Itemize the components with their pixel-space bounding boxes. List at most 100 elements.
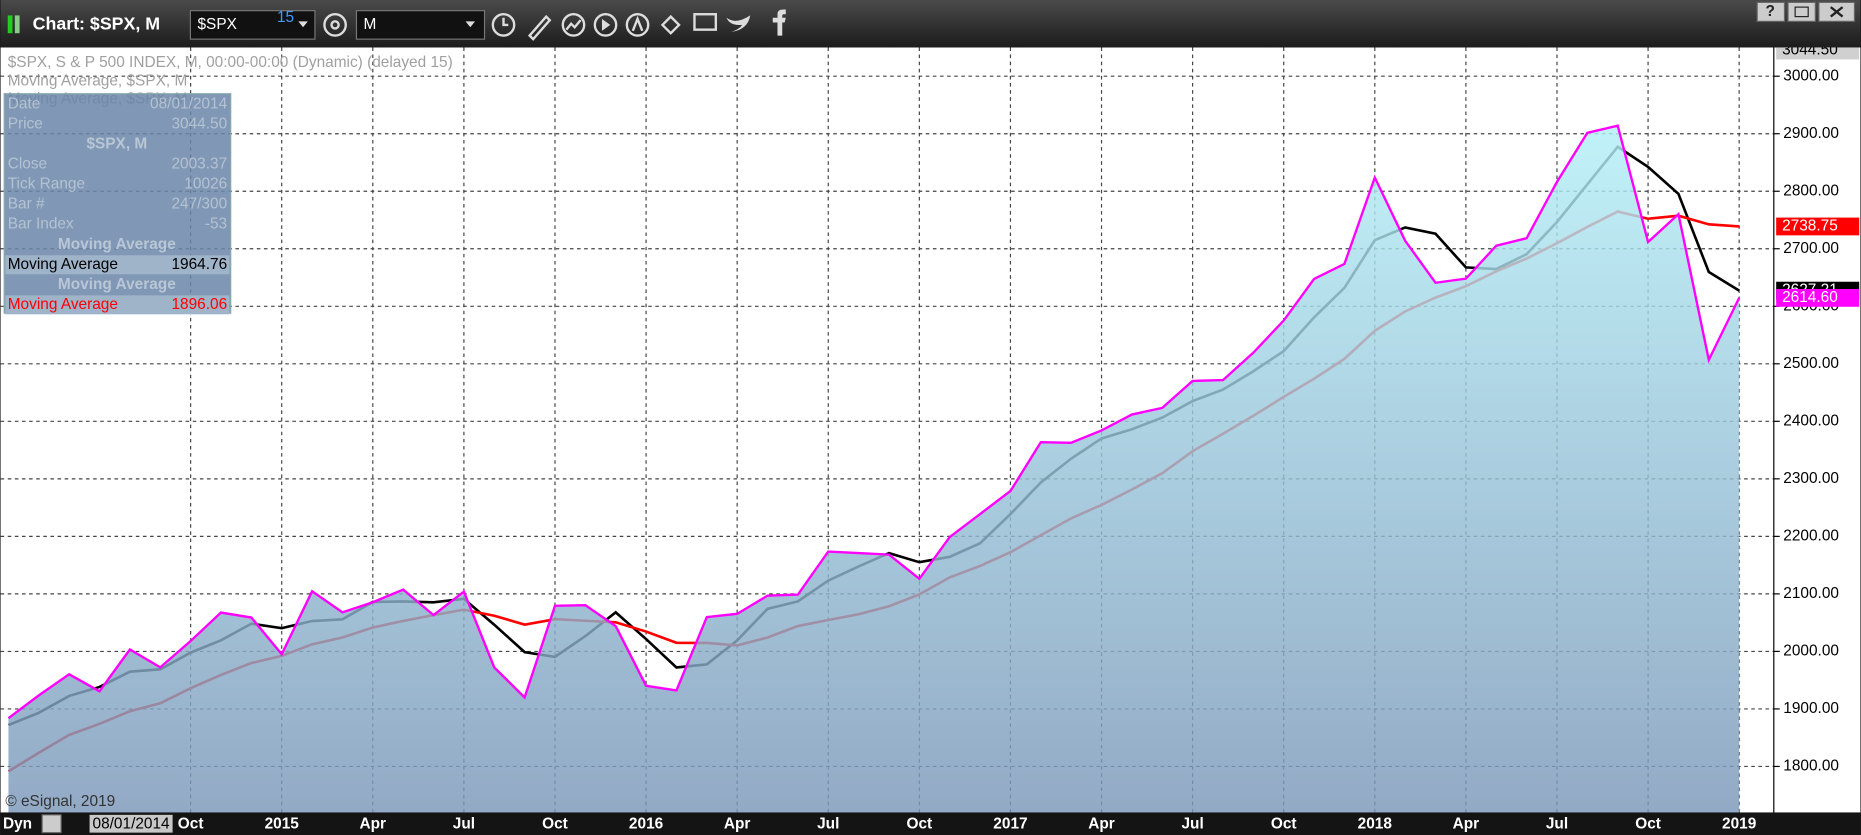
help-button-label[interactable]: ?: [1766, 3, 1775, 20]
x-tick-label: Oct: [907, 815, 933, 832]
time-button[interactable]: [502, 17, 509, 27]
y-tick-label: 2800.00: [1783, 182, 1839, 199]
x-tick-label: Oct: [542, 815, 568, 832]
data-window-header: Moving Average: [58, 236, 176, 253]
study-button[interactable]: [561, 13, 586, 37]
data-window-value: 1896.06: [171, 296, 227, 313]
data-window-label: Bar #: [8, 196, 45, 213]
y-tick-label: 2700.00: [1783, 240, 1839, 257]
interval-input[interactable]: [355, 10, 486, 40]
link-button[interactable]: [660, 14, 681, 35]
data-window-label: Tick Range: [8, 176, 85, 193]
data-window-bg: [3, 93, 232, 314]
cursor-date-box: [89, 814, 173, 833]
data-window-value: 3044.50: [171, 115, 227, 132]
x-tick-label: Jul: [817, 815, 839, 832]
draw-button[interactable]: [527, 14, 552, 41]
play-button[interactable]: [601, 18, 611, 31]
y-tick-label: 2900.00: [1783, 125, 1839, 142]
x-axis: Oct 2015 Apr Jul Oct 2016 Apr Jul Oct 2017 Apr Jul O…: [178, 815, 1757, 832]
data-window-value: 1964.76: [171, 256, 227, 273]
x-tick-label: Jul: [1546, 815, 1568, 832]
x-tick-label: 2017: [993, 815, 1027, 832]
area-layer: [8, 125, 1740, 813]
x-tick-label: 2016: [629, 815, 664, 832]
data-window-value: 2003.37: [171, 156, 227, 173]
data-window-value: -53: [205, 216, 227, 233]
legend-entry: $SPX, S & P 500 INDEX, M, 00:00-00:00 (D…: [8, 54, 453, 71]
y-tick-label: 3000.00: [1783, 67, 1839, 84]
mode-button[interactable]: Dyn: [3, 815, 32, 832]
data-window-label: Date: [8, 95, 41, 112]
lock-button[interactable]: [41, 814, 62, 834]
y-tick-label: 2300.00: [1783, 470, 1839, 487]
alert-button[interactable]: [631, 15, 644, 32]
last-value-tag-bg: [1776, 217, 1860, 236]
top-layer: [7, 124, 1741, 720]
close-button[interactable]: [1829, 6, 1844, 18]
help-button[interactable]: [1756, 1, 1786, 22]
x-tick-label: Apr: [360, 815, 387, 832]
study-button[interactable]: [565, 19, 582, 31]
restore-button[interactable]: [1787, 1, 1816, 22]
y-tick-label: 2400.00: [1783, 412, 1839, 429]
data-window-label: Price: [8, 115, 43, 132]
time-button[interactable]: [491, 13, 516, 37]
x-tick-label: Jul: [1181, 815, 1203, 832]
restore-button[interactable]: [1794, 6, 1809, 18]
symbol-input[interactable]: [189, 10, 316, 40]
data-window-label: Close: [8, 156, 47, 173]
delay: 15: [277, 9, 294, 26]
x-tick-label: Jul: [453, 815, 475, 832]
x-tick-label: 2015: [265, 815, 300, 832]
data-window-row-bg: [5, 295, 230, 315]
data-window-header: $SPX, M: [86, 136, 147, 153]
data-window-label: Bar Index: [8, 216, 74, 233]
y-tick-label: 2000.00: [1783, 642, 1839, 659]
legend-entry: Moving Average, $SPX, M: [8, 72, 188, 89]
y-tick-label: 2200.00: [1783, 527, 1839, 544]
data-window: Date 08/01/2014 Price 3044.50 $SPX, M Close 20…: [3, 93, 232, 315]
price-line: [7, 124, 1741, 720]
x-tick-label: Apr: [1453, 815, 1480, 832]
data-window-label: Moving Average: [8, 296, 118, 313]
x-tick-label: 2019: [1722, 815, 1756, 832]
x-tick-label: Oct: [1635, 815, 1661, 832]
app-icon: [7, 15, 13, 34]
y-tick-label: 2100.00: [1783, 585, 1839, 602]
interval[interactable]: M: [364, 16, 377, 33]
twitter-button[interactable]: [726, 15, 751, 33]
window-title: Chart: $SPX, M: [33, 14, 160, 34]
x-tick-label: Apr: [724, 815, 751, 832]
last-value-tag: 2738.75: [1782, 218, 1838, 235]
data-window-row-bg: [5, 255, 230, 275]
alert-button[interactable]: [625, 13, 650, 37]
settings-button[interactable]: [323, 13, 347, 37]
settings-button[interactable]: [330, 20, 340, 30]
y-tick-label: 2500.00: [1783, 355, 1839, 372]
cursor-date: 08/01/2014: [93, 815, 171, 832]
play-button[interactable]: [593, 13, 618, 37]
symbol[interactable]: $SPX: [198, 16, 237, 33]
axis-background: [1773, 47, 1861, 813]
data-window-value: 247/300: [171, 196, 227, 213]
comment-button[interactable]: [693, 13, 718, 31]
data-window-header: Moving Average: [58, 276, 176, 293]
dropdown-arrow[interactable]: [465, 21, 476, 28]
last-value-tag-bg: [1776, 288, 1860, 307]
x-tick-label: 2018: [1358, 815, 1393, 832]
y-tick-label: 1800.00: [1783, 758, 1839, 775]
data-window-value: 08/01/2014: [150, 95, 228, 112]
x-tick-label: Apr: [1088, 815, 1115, 832]
x-tick-label: Oct: [1271, 815, 1297, 832]
y-tick-label: 1900.00: [1783, 700, 1839, 717]
x-axis-bar: [0, 812, 1861, 835]
watermark: © eSignal, 2019: [5, 793, 115, 810]
facebook-button[interactable]: [772, 9, 786, 36]
data-window-label: Moving Average: [8, 256, 118, 273]
app-icon: [14, 15, 20, 34]
last-value-tag: 2614.60: [1782, 289, 1838, 306]
dropdown-arrow[interactable]: [298, 21, 308, 28]
